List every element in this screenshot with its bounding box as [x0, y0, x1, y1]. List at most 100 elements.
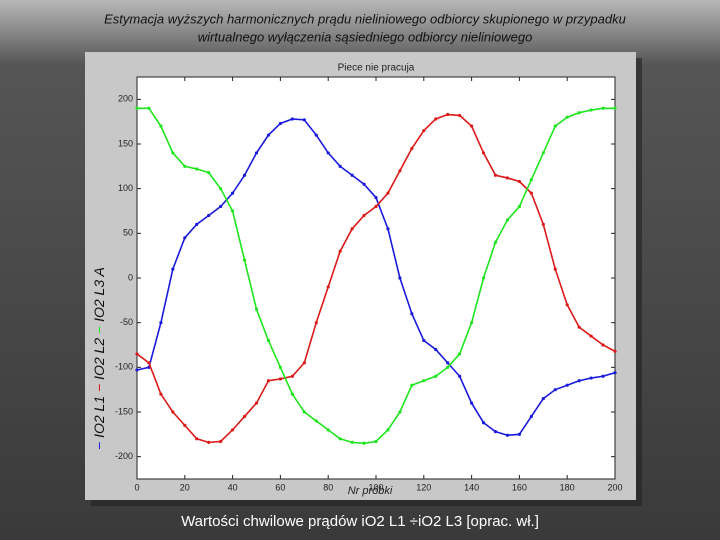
x-tick-label: 120: [416, 482, 431, 492]
point: [386, 191, 390, 195]
y-tick-label: -150: [115, 406, 133, 416]
slide-title: wirtualnego wyłączenia sąsiedniego odbio…: [198, 29, 533, 44]
point: [195, 167, 199, 171]
y-tick-label: 100: [118, 183, 133, 193]
x-tick-label: 20: [180, 482, 190, 492]
point: [183, 164, 187, 168]
point: [493, 173, 498, 177]
point: [553, 388, 557, 392]
point: [195, 222, 199, 226]
point: [541, 151, 545, 155]
point: [254, 401, 259, 405]
point: [207, 170, 211, 175]
point: [135, 106, 139, 110]
point: [589, 334, 593, 338]
point: [195, 437, 199, 441]
point: [613, 349, 617, 353]
point: [577, 111, 581, 115]
point: [374, 439, 378, 444]
point: [231, 209, 235, 213]
point: [314, 133, 318, 137]
x-tick-label: 80: [323, 482, 333, 492]
point: [350, 440, 354, 444]
point: [517, 179, 522, 184]
point: [493, 430, 498, 434]
point: [338, 249, 342, 253]
point: [589, 108, 593, 112]
point: [278, 121, 282, 126]
x-tick-label: 0: [134, 482, 139, 492]
point: [541, 222, 545, 226]
x-tick-label: 40: [228, 482, 238, 492]
point: [362, 213, 366, 218]
legend-label: IO2 L3: [91, 280, 107, 322]
point: [458, 352, 462, 356]
point: [505, 433, 510, 437]
point: [601, 374, 605, 378]
point: [350, 227, 354, 231]
point: [242, 258, 247, 262]
point: [147, 361, 151, 365]
point: [326, 151, 330, 155]
point: [302, 118, 306, 122]
point: [231, 191, 235, 195]
point: [410, 312, 414, 316]
point: [171, 267, 175, 271]
point: [446, 361, 450, 365]
y-tick-label: -100: [115, 362, 133, 372]
point: [171, 151, 175, 155]
point: [553, 267, 557, 271]
point: [481, 276, 486, 280]
point: [541, 397, 545, 401]
point: [254, 151, 259, 155]
point: [254, 307, 259, 311]
point: [242, 414, 247, 419]
point: [398, 276, 402, 280]
legend-label: IO2 L2: [91, 338, 107, 380]
point: [219, 187, 223, 191]
point: [135, 352, 139, 356]
point: [458, 113, 462, 118]
point: [302, 410, 306, 414]
point: [314, 419, 318, 423]
y-axis-unit: A: [91, 267, 107, 277]
point: [565, 115, 569, 119]
point: [159, 321, 163, 325]
point: [553, 124, 557, 128]
point: [446, 112, 450, 117]
y-tick-label: -200: [115, 451, 133, 461]
point: [386, 227, 390, 231]
point: [302, 361, 306, 365]
y-tick-label: 50: [123, 228, 133, 238]
point: [326, 428, 330, 432]
caption: Wartości chwilowe prądów iO2 L1 ÷iO2 L3 …: [181, 513, 539, 530]
plot-area: [136, 76, 616, 480]
point: [410, 146, 414, 151]
y-axis-legend: − IO2 L1 − IO2 L2 − IO2 L3 A: [91, 267, 107, 450]
point: [589, 376, 593, 380]
point: [529, 178, 533, 182]
point: [422, 379, 426, 383]
x-tick-label: 180: [560, 482, 575, 492]
point: [374, 196, 378, 200]
point: [135, 368, 139, 372]
x-axis-label: Nr próbki: [348, 485, 393, 497]
point: [338, 437, 342, 441]
y-tick-label: 150: [118, 138, 133, 148]
point: [398, 169, 402, 173]
x-tick-label: 60: [275, 482, 285, 492]
point: [493, 240, 498, 244]
point: [278, 377, 282, 381]
point: [481, 421, 486, 425]
point: [470, 401, 474, 405]
x-tick-label: 140: [464, 482, 479, 492]
legend-swatch: −: [91, 380, 107, 392]
point: [290, 117, 294, 121]
legend: − IO2 L1 − IO2 L2 − IO2 L3 A: [91, 267, 107, 450]
point: [410, 383, 414, 387]
point: [231, 428, 235, 432]
point: [529, 191, 533, 195]
point: [183, 236, 187, 240]
point: [242, 173, 247, 177]
